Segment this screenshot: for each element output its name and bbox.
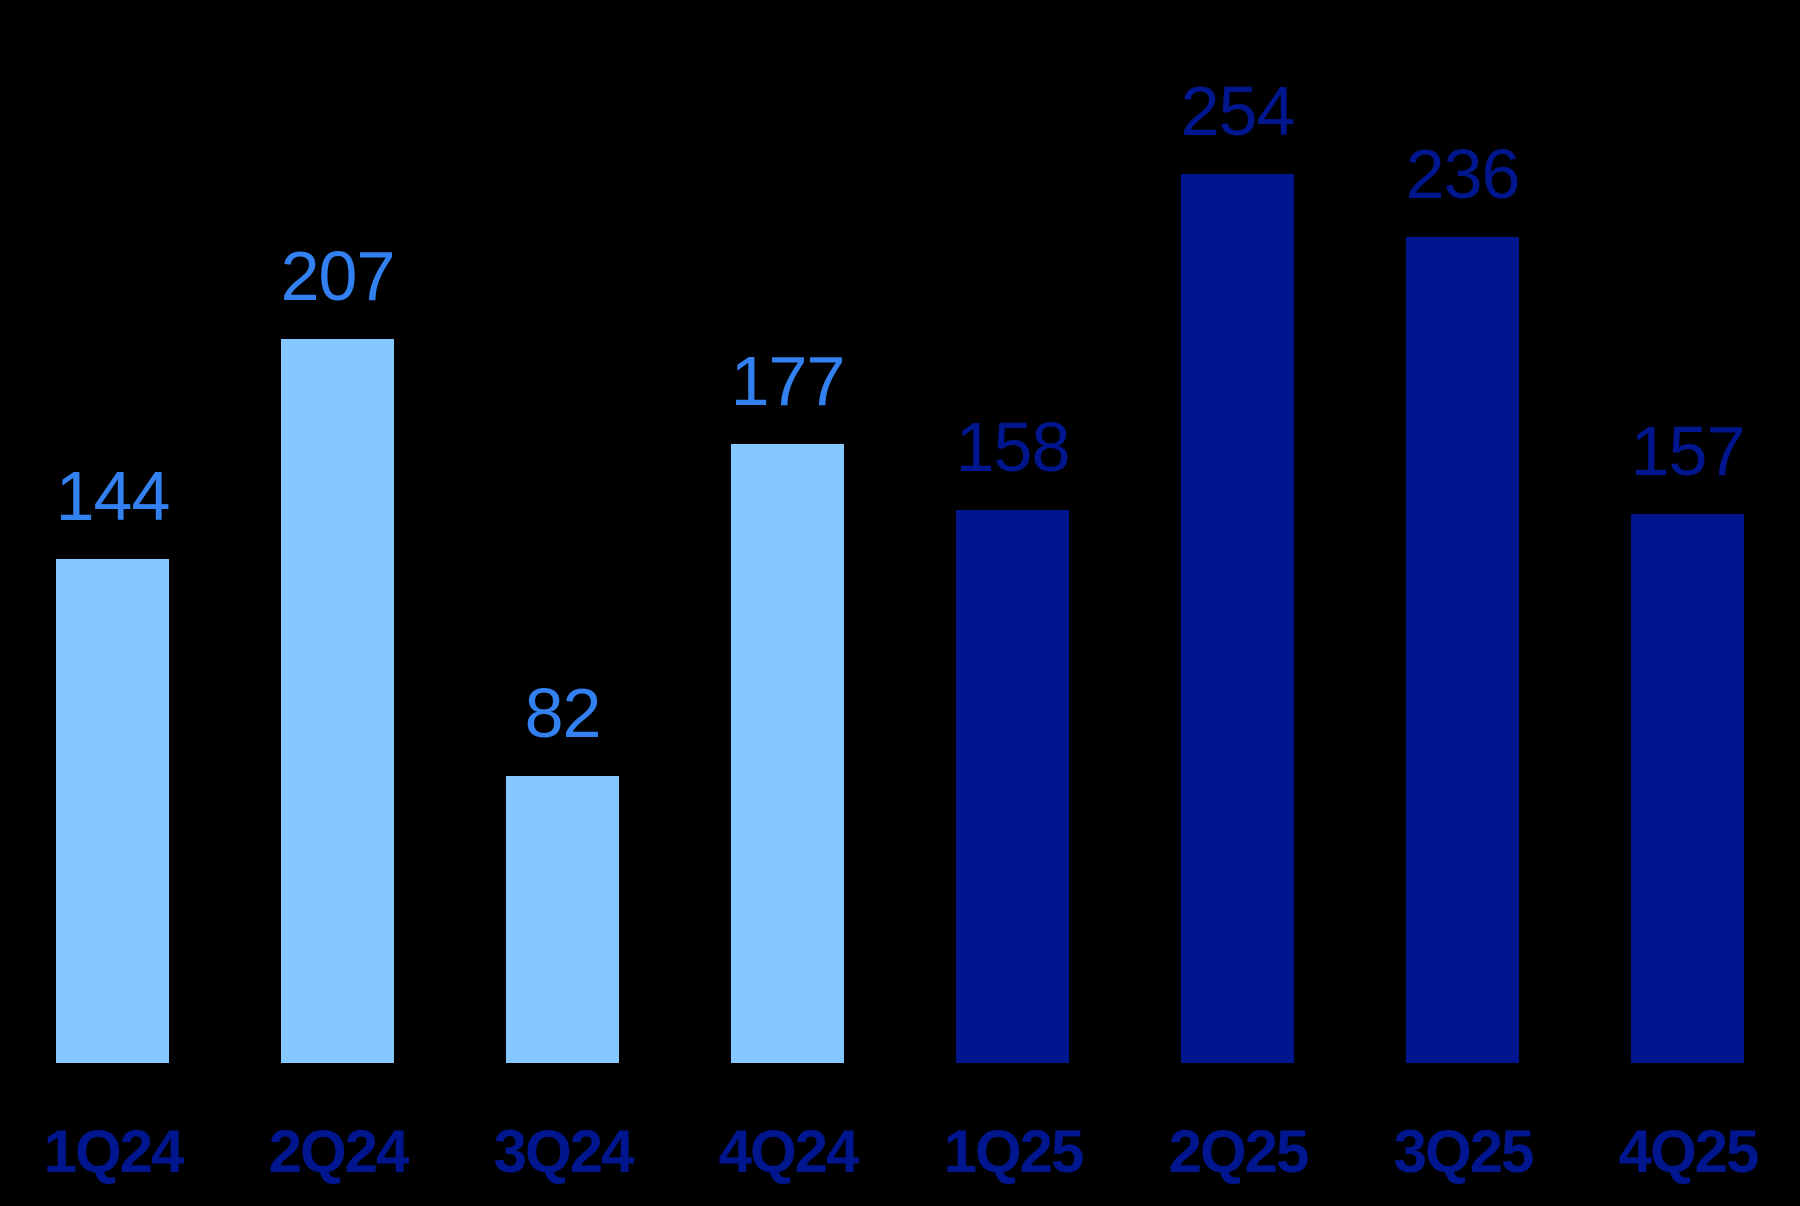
- category-label: 2Q25: [1168, 1118, 1310, 1185]
- value-label: 177: [730, 341, 846, 420]
- value-label: 157: [1630, 411, 1746, 490]
- value-label: 144: [55, 457, 171, 535]
- bar-2Q25: [1181, 174, 1294, 1063]
- value-label: 236: [1405, 135, 1521, 213]
- bar-3Q24: [506, 776, 619, 1063]
- value-label: 158: [955, 408, 1071, 486]
- category-label: 4Q25: [1618, 1118, 1760, 1185]
- bar-4Q24: [731, 443, 844, 1063]
- category-label: 3Q24: [493, 1118, 635, 1185]
- value-label: 254: [1180, 72, 1296, 150]
- category-label: 2Q24: [268, 1118, 410, 1185]
- category-label: 1Q24: [43, 1118, 185, 1185]
- bar-3Q25: [1406, 237, 1519, 1063]
- value-label: 207: [280, 236, 396, 315]
- bar-1Q25: [956, 510, 1069, 1063]
- category-label: 1Q25: [943, 1118, 1085, 1185]
- category-label: 4Q24: [718, 1118, 860, 1185]
- bar-4Q25: [1631, 513, 1744, 1063]
- category-label: 3Q25: [1393, 1118, 1535, 1185]
- value-label: 82: [524, 674, 602, 752]
- bar-1Q24: [56, 559, 169, 1063]
- bar-2Q24: [281, 338, 394, 1063]
